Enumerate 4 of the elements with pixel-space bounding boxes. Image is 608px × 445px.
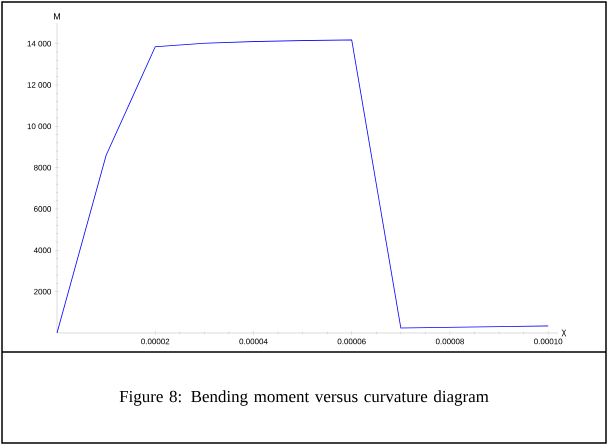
caption: Figure 8: Bending moment versus curvature diagram <box>120 390 489 406</box>
y-axis-title: M <box>54 13 60 20</box>
x-axis-title: χ <box>562 330 566 336</box>
line-series <box>56 40 549 334</box>
